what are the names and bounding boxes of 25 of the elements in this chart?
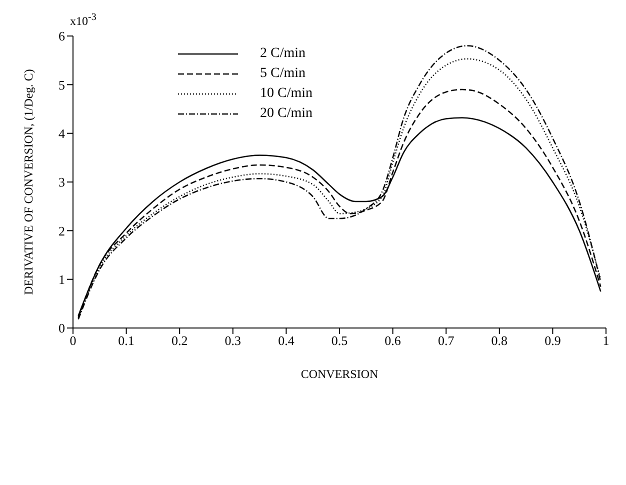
legend-label: 20 C/min: [260, 106, 313, 122]
x-tick-label: 0.4: [278, 333, 295, 348]
y-tick-label: 5: [58, 77, 65, 92]
x-tick-label: 0.2: [171, 333, 188, 348]
legend-label: 2 C/min: [260, 46, 306, 62]
x-tick-label: 0.3: [224, 333, 242, 348]
x-tick-label: 0.9: [544, 333, 561, 348]
x-tick-label: 0.8: [491, 333, 508, 348]
x-tick-label: 0.1: [118, 333, 134, 348]
y-tick-label: 4: [58, 126, 66, 141]
x-tick-label: 0.7: [438, 333, 455, 348]
x-tick-label: 0.5: [331, 333, 348, 348]
x-tick-label: 0: [70, 333, 76, 348]
y-axis-title: DERIVATIVE OF CONVERSION, (1/Deg. C): [21, 69, 36, 295]
x-axis-title: CONVERSION: [300, 367, 378, 381]
y-tick-label: 1: [58, 272, 65, 287]
x-tick-label: 0.6: [384, 333, 402, 348]
y-tick-label: 0: [58, 320, 65, 336]
y-tick-label: 2: [58, 223, 65, 238]
text: x10$^{-3}$: [70, 12, 96, 29]
x-tick-label: 1: [602, 333, 610, 348]
y-tick-label: 3: [58, 174, 65, 190]
legend-label: 5 C/min: [260, 66, 306, 82]
y-tick-label: 6: [58, 28, 66, 44]
legend-label: 10 C/min: [260, 86, 313, 102]
